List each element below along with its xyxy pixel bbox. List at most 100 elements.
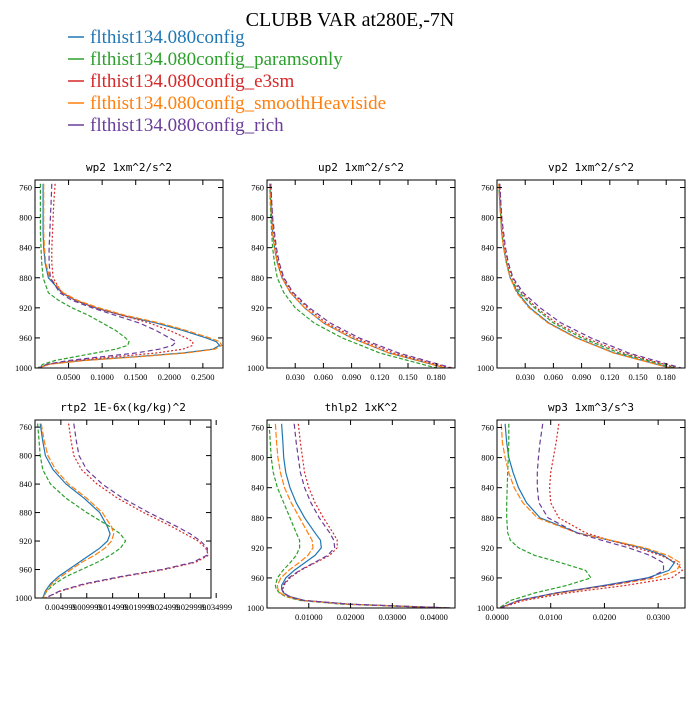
figure-title: CLUBB VAR at280E,-7N: [246, 9, 455, 31]
series-line: [268, 423, 447, 608]
series-line: [38, 183, 221, 368]
y-tick-label: 760: [481, 423, 494, 433]
y-tick-label: 800: [251, 453, 264, 463]
y-tick-label: 840: [19, 479, 32, 489]
chart-panel: rtp2 1E-6x(kg/kg)^2 760 800 840 880 920 960 100…: [15, 401, 232, 612]
series-line: [498, 183, 672, 368]
x-tick-label: 0.02000: [337, 612, 365, 622]
series-line: [38, 183, 223, 368]
series-line: [281, 423, 449, 608]
y-tick-label: 960: [481, 573, 494, 583]
panel-frame: [496, 419, 686, 609]
legend-entry: flthist134.080config_smoothHeaviside: [90, 93, 386, 114]
x-tick-label: 0.014999: [97, 602, 129, 612]
x-tick-label: 0.0500: [57, 372, 80, 382]
y-tick-label: 880: [251, 273, 264, 283]
x-tick-label: 0.0200: [593, 612, 616, 622]
x-tick-label: 0.030: [286, 372, 305, 382]
y-tick-label: 880: [481, 513, 494, 523]
y-tick-label: 760: [481, 183, 494, 193]
y-tick-label: 880: [251, 513, 264, 523]
legend: flthist134.080config flthist134.080config…: [68, 27, 386, 136]
x-tick-label: 0.029999: [174, 602, 206, 612]
x-tick-label: 0.090: [572, 372, 591, 382]
x-tick-label: 0.01000: [295, 612, 323, 622]
x-tick-label: 0.2500: [191, 372, 214, 382]
series-line: [39, 423, 111, 598]
y-tick-label: 1000: [477, 363, 494, 373]
x-tick-label: 0.024999: [148, 602, 180, 612]
series-line: [270, 183, 451, 368]
y-tick-label: 920: [481, 303, 494, 313]
legend-entry: flthist134.080config: [90, 27, 245, 48]
panel-frame: [496, 179, 686, 369]
x-tick-label: 0.180: [657, 372, 676, 382]
y-tick-label: 840: [481, 243, 494, 253]
y-tick-label: 760: [251, 183, 264, 193]
y-tick-label: 960: [19, 565, 32, 575]
chart-panel: wp2 1xm^2/s^2 760 800 840 880 920 960 1000 0.050…: [15, 161, 224, 382]
y-tick-label: 760: [251, 423, 264, 433]
x-tick-label: 0.0300: [646, 612, 669, 622]
x-tick-label: 0.004999: [45, 602, 77, 612]
series-line: [498, 183, 676, 368]
series-line: [500, 423, 684, 608]
panel-frame: [34, 419, 212, 599]
series-line: [499, 423, 665, 608]
y-tick-label: 960: [251, 333, 264, 343]
panel-title: up2 1xm^2/s^2: [318, 161, 404, 174]
y-tick-label: 960: [481, 333, 494, 343]
x-tick-label: 0.060: [314, 372, 333, 382]
x-tick-label: 0.060: [544, 372, 563, 382]
series-line: [40, 423, 115, 598]
series-line: [270, 183, 453, 368]
panel-title: vp2 1xm^2/s^2: [548, 161, 634, 174]
y-tick-label: 840: [19, 243, 32, 253]
series-line: [37, 183, 130, 368]
y-tick-label: 840: [481, 483, 494, 493]
y-tick-label: 840: [251, 483, 264, 493]
series-line: [499, 183, 678, 368]
y-tick-label: 880: [481, 273, 494, 283]
panel-title: wp2 1xm^2/s^2: [86, 161, 172, 174]
y-tick-label: 800: [481, 213, 494, 223]
y-tick-label: 760: [19, 183, 32, 193]
y-tick-label: 1000: [247, 363, 264, 373]
series-line: [37, 423, 127, 598]
panel-title: wp3 1xm^3/s^3: [548, 401, 634, 414]
x-tick-label: 0.0000: [485, 612, 508, 622]
y-tick-label: 960: [19, 333, 32, 343]
x-tick-label: 0.030: [516, 372, 535, 382]
y-tick-label: 880: [19, 273, 32, 283]
series-line: [274, 423, 447, 608]
x-tick-label: 0.019999: [123, 602, 155, 612]
series-line: [499, 423, 682, 608]
x-tick-label: 0.2000: [158, 372, 181, 382]
y-tick-label: 920: [481, 543, 494, 553]
y-tick-label: 920: [19, 303, 32, 313]
series-line: [269, 183, 437, 368]
x-tick-label: 0.1500: [124, 372, 147, 382]
y-tick-label: 920: [251, 303, 264, 313]
legend-entry: flthist134.080config_e3sm: [90, 71, 294, 92]
chart-panel: wp3 1xm^3/s^3 760 800 840 880 920 960 10000.000…: [477, 401, 686, 622]
chart-panel: thlp2 1xK^2 760 800 840 880 920 960 1000 0.01000…: [247, 401, 456, 622]
chart-panel: up2 1xm^2/s^2 760 800 840 880 920 960 1000 0.030…: [247, 161, 456, 382]
panel-frame: [266, 179, 456, 369]
y-tick-label: 760: [19, 422, 32, 432]
legend-entry: flthist134.080config_rich: [90, 115, 284, 136]
panel-title: thlp2 1xK^2: [325, 401, 398, 414]
series-line: [38, 183, 177, 368]
y-tick-label: 920: [19, 536, 32, 546]
x-tick-label: 0.03000: [379, 612, 407, 622]
y-tick-label: 880: [19, 508, 32, 518]
y-tick-label: 1000: [247, 603, 264, 613]
series-line: [499, 423, 676, 608]
y-tick-label: 1000: [15, 593, 32, 603]
y-tick-label: 960: [251, 573, 264, 583]
series-line: [45, 423, 210, 598]
series-line: [45, 423, 209, 598]
panel-frame: [266, 419, 456, 609]
